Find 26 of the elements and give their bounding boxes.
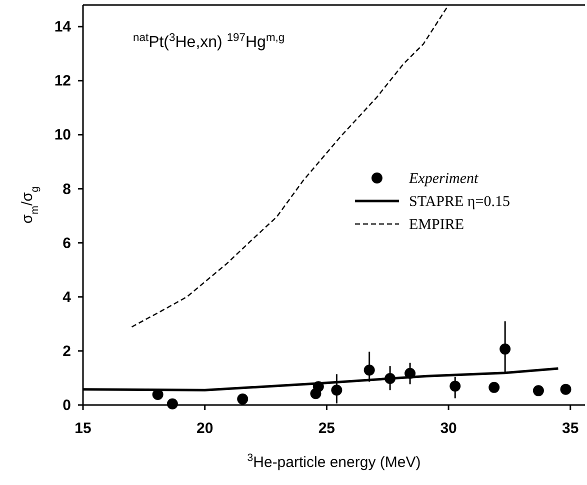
legend-label: Experiment	[408, 171, 479, 187]
point	[560, 384, 572, 395]
legend-label: EMPIRE	[409, 217, 464, 233]
x-tick-label: 25	[318, 420, 336, 437]
y-tick-label: 8	[62, 180, 71, 198]
annotation: $^{nat}$Pt($^{3}$He,xn) $^{197}$Hg$^{m,g}$	[133, 32, 285, 51]
x-tick-label: 20	[196, 420, 214, 437]
x-tick-label: 15	[74, 420, 92, 437]
y-tick-label: 12	[54, 72, 71, 90]
point	[237, 394, 248, 405]
point	[532, 385, 544, 396]
y-tick-label: 2	[62, 342, 71, 360]
y-tick-label: 14	[54, 18, 72, 36]
y-tick-label: 4	[62, 288, 72, 306]
y-tick-label: 6	[62, 234, 71, 252]
y-tick-label: 0	[62, 397, 71, 414]
x-axis-title: $^{3}$He-particle energy (MeV)	[247, 452, 421, 471]
point	[500, 344, 511, 355]
x-tick-label: 30	[440, 420, 457, 437]
point	[488, 382, 500, 393]
point	[450, 380, 461, 392]
point	[364, 364, 375, 376]
x-tick-label: 35	[562, 420, 579, 437]
y-tick-label: 10	[54, 126, 71, 144]
point	[331, 384, 342, 396]
legend-label: STAPRE η=0.15	[409, 194, 510, 210]
